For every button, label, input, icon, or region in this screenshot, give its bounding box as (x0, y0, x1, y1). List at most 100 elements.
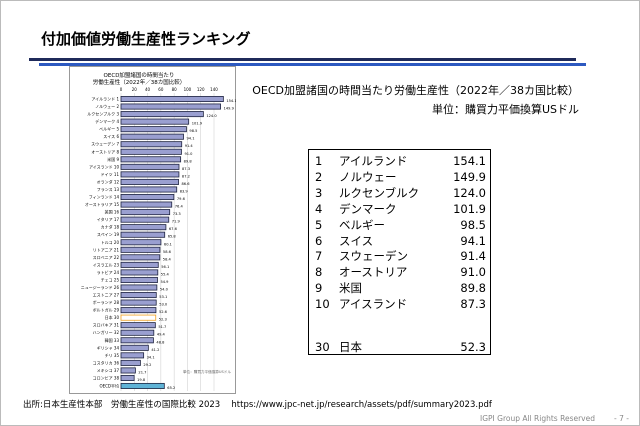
table-row: 7 スウェーデン 91.4 (309, 248, 490, 264)
data-label: 67.6 (169, 227, 178, 231)
table-cell-value: 101.9 (453, 201, 486, 216)
category-label: ポルトガル 29 (93, 307, 120, 313)
category-label: スロベニア 22 (93, 255, 120, 260)
unit-label: 単位：購買力平価換算USドル (431, 103, 579, 116)
data-label: 149.9 (224, 107, 235, 111)
table-cell-rank: 5 (315, 217, 323, 232)
bar (120, 352, 145, 359)
data-label: 49.4 (157, 333, 166, 337)
table-cell-name: スイス (339, 233, 374, 248)
category-label: イタリア 17 (97, 216, 120, 222)
chart-title-line-1: OECD加盟諸国の時間当たり (104, 71, 175, 79)
bar (120, 292, 157, 299)
category-label: ハンガリー 32 (93, 329, 120, 335)
title-divider-dark (29, 58, 576, 61)
table-cell-rank: 9 (315, 281, 323, 296)
category-label: ギリシャ 34 (97, 345, 120, 350)
source-citation: 出所:日本生産性本部 労働生産性の国際比較 2023 https://www.j… (23, 400, 492, 410)
table-row: 30 日本 52.3 (309, 339, 490, 355)
table-cell-rank: 6 (315, 233, 323, 248)
data-label: 34.1 (147, 355, 155, 359)
data-label: 79.6 (177, 197, 186, 201)
x-tick-label: 140 (210, 87, 218, 92)
bar (120, 374, 135, 381)
table-cell-name: ベルギー (339, 217, 385, 232)
bar (120, 201, 173, 208)
table-cell-name: アイルランド (339, 154, 408, 168)
category-label: オーストリア 8 (91, 149, 119, 154)
bar (120, 133, 184, 140)
x-tick-label: 80 (172, 87, 178, 92)
table-row: 3 ルクセンブルク 124.0 (309, 185, 490, 201)
data-label: 154.1 (226, 99, 236, 103)
table-row: 9 米国 89.8 (309, 280, 490, 296)
data-label: 52.3 (159, 318, 167, 322)
table-row: 1 アイルランド 154.1 (309, 153, 490, 169)
category-label: アイスランド 10 (89, 163, 119, 169)
bar (120, 178, 179, 185)
data-label: 56.1 (161, 265, 169, 269)
copyright: IGPI Group All Rights Reserved (480, 414, 595, 423)
bar (120, 118, 190, 125)
data-label: 73.3 (173, 212, 181, 216)
category-label: ニュージーランド 26 (81, 284, 120, 290)
category-label: ラトビア 24 (97, 269, 120, 275)
bar (120, 269, 159, 276)
data-label: 58.4 (163, 257, 172, 261)
bar (120, 224, 167, 231)
category-label: 日本 30 (105, 314, 120, 320)
page-number: - 7 - (614, 414, 629, 423)
bar (120, 126, 187, 133)
table-cell-value: 87.3 (460, 297, 486, 312)
data-label: 41.2 (151, 348, 159, 352)
data-label: 76.4 (175, 205, 184, 209)
table-cell-name: 日本 (339, 340, 362, 354)
table-cell-value: 91.4 (460, 249, 486, 264)
table-cell-name: 米国 (339, 281, 362, 296)
category-label: 韓国 33 (105, 337, 120, 343)
bar (120, 103, 221, 110)
table-cell-name: スウェーデン (339, 249, 408, 264)
bar (120, 299, 157, 306)
category-label: オランダ 12 (97, 178, 120, 184)
table-cell-rank: 8 (315, 265, 323, 280)
table-cell-rank: 3 (315, 185, 323, 200)
category-label: ポーランド 28 (93, 299, 120, 305)
table-cell-name: アイスランド (339, 297, 408, 312)
category-label: スロバキア 31 (93, 323, 120, 328)
category-label: ノルウェー 2 (95, 103, 119, 109)
table-cell-value: 154.1 (453, 154, 486, 168)
bar (120, 141, 183, 148)
category-label: コスタリカ 36 (93, 359, 120, 365)
chart-title-line-2: 労働生産性（2022年／38カ国比較） (93, 78, 186, 86)
table-cell-rank: 10 (315, 297, 330, 312)
category-label: フランス 13 (97, 186, 120, 192)
data-label: 89.8 (184, 159, 193, 163)
bar-oecd-average (120, 382, 165, 389)
table-cell-rank: 7 (315, 249, 323, 264)
bar (120, 307, 157, 314)
bar (120, 194, 175, 201)
data-label: 124.0 (206, 114, 217, 118)
ranking-table: 1 アイルランド 154.1 2 ノルウェー 149.9 3 ルクセンブルク 124.0 4 デンマ… (308, 149, 491, 355)
category-label: カナダ 18 (101, 224, 120, 230)
bar (120, 148, 182, 155)
title-divider-blue (39, 63, 586, 66)
bar (120, 284, 158, 291)
bar (120, 246, 161, 253)
productivity-bar-chart: OECD加盟諸国の時間当たり 労働生産性（2022年／38カ国比較） 0 20 40… (69, 66, 236, 394)
table-cell-value: 91.0 (460, 265, 486, 280)
bar (120, 209, 171, 216)
bar-japan (120, 314, 157, 321)
table-cell-rank: 1 (315, 154, 323, 168)
bar (120, 171, 180, 178)
table-row: 10 アイスランド 87.3 (309, 296, 490, 312)
category-label: アイルランド 1 (91, 96, 119, 102)
bar (120, 261, 159, 268)
data-label: 55.4 (161, 272, 170, 276)
data-label: 71.9 (172, 220, 181, 224)
category-label: トルコ 20 (101, 240, 120, 245)
table-cell-value: 89.8 (460, 281, 486, 296)
category-label: イスラエル 23 (93, 261, 120, 267)
